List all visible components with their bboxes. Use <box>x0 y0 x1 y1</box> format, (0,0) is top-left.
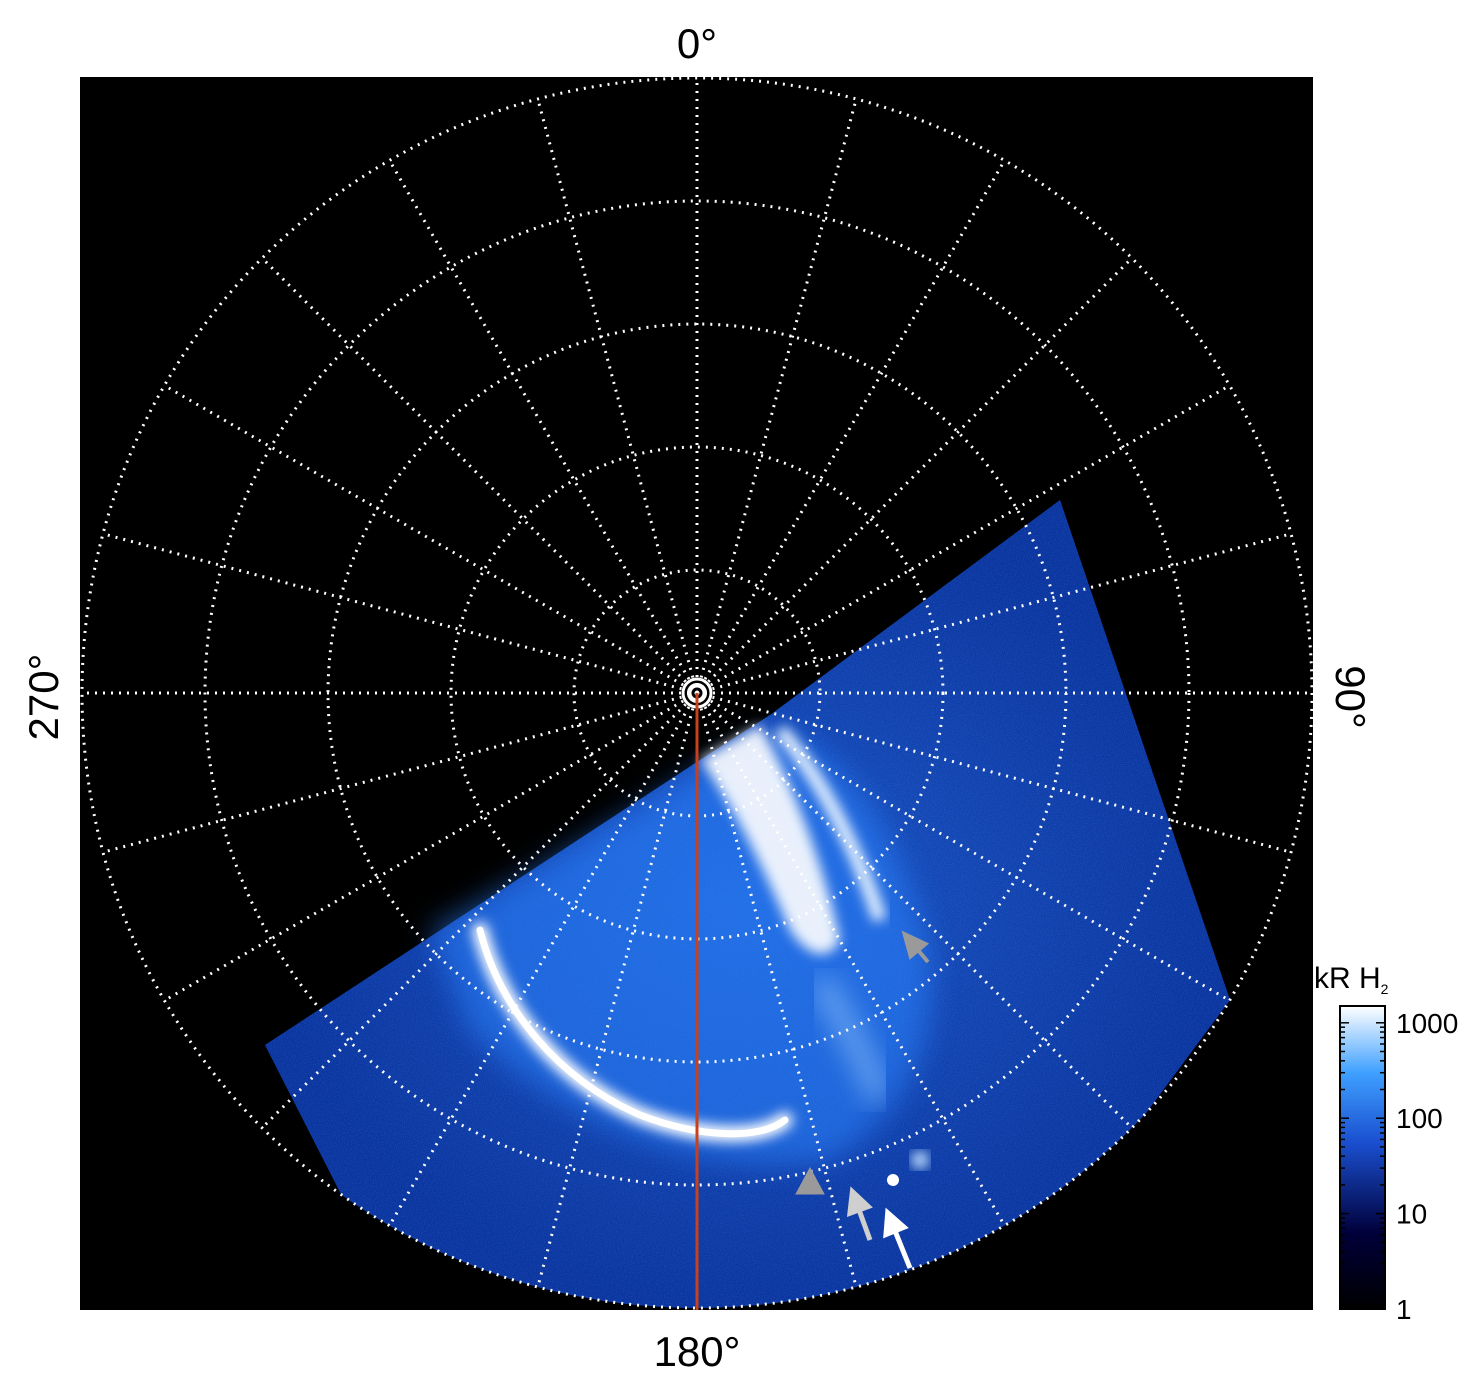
meridian-line <box>102 691 698 854</box>
meridian-line <box>696 691 1292 854</box>
meridian-line <box>695 98 858 694</box>
colorbar-title: kR H2 <box>1314 962 1389 997</box>
arrow-gray-lower <box>795 1166 825 1195</box>
colorbar-ticks: 1000 100 10 1 <box>1340 1008 1458 1325</box>
colorbar-tick-label: 1000 <box>1396 1008 1458 1039</box>
colorbar-tick-label: 100 <box>1396 1103 1443 1134</box>
meridian-line <box>536 98 699 694</box>
arrow-white <box>883 1207 913 1269</box>
longitude-label-top: 0° <box>677 20 717 67</box>
meridian-line <box>388 159 699 694</box>
meridian-line <box>102 532 698 695</box>
annotation-arrows <box>795 930 930 1269</box>
meridian-line <box>261 691 699 1129</box>
latitude-ring <box>449 445 945 941</box>
longitude-label-left: 270° <box>20 654 67 741</box>
meridian-line <box>695 692 1006 1227</box>
meridian-line <box>696 691 1231 1002</box>
arrow-light-gray <box>846 1186 873 1241</box>
meridian-line <box>695 257 1133 695</box>
meridian-line <box>696 532 1292 695</box>
meridian-line <box>695 692 858 1288</box>
longitude-label-right: 90° <box>1327 665 1374 729</box>
meridian-line <box>163 384 698 695</box>
colorbar-title-subscript: 2 <box>1381 981 1389 997</box>
arrow-gray-upper-right <box>901 930 930 964</box>
longitude-label-bottom: 180° <box>654 1328 741 1375</box>
colorbar-tick-label: 1 <box>1396 1294 1412 1325</box>
colorbar: kR H2 1000 100 10 1 <box>1314 962 1458 1325</box>
meridian-line <box>388 692 699 1227</box>
meridian-line <box>695 691 1133 1129</box>
latitude-ring <box>80 77 1313 1310</box>
polar-grid <box>80 77 1313 1310</box>
latitude-ring <box>203 199 1191 1187</box>
meridian-line <box>696 384 1231 695</box>
bright-streaks <box>700 725 840 954</box>
meridian-line <box>261 257 699 695</box>
meridian-line <box>695 159 1006 694</box>
colorbar-tick-label: 10 <box>1396 1199 1427 1230</box>
colorbar-gradient <box>1339 1005 1386 1310</box>
meridian-line <box>536 692 699 1288</box>
colorbar-title-main: kR H <box>1314 962 1381 995</box>
meridian-line <box>163 691 698 1002</box>
